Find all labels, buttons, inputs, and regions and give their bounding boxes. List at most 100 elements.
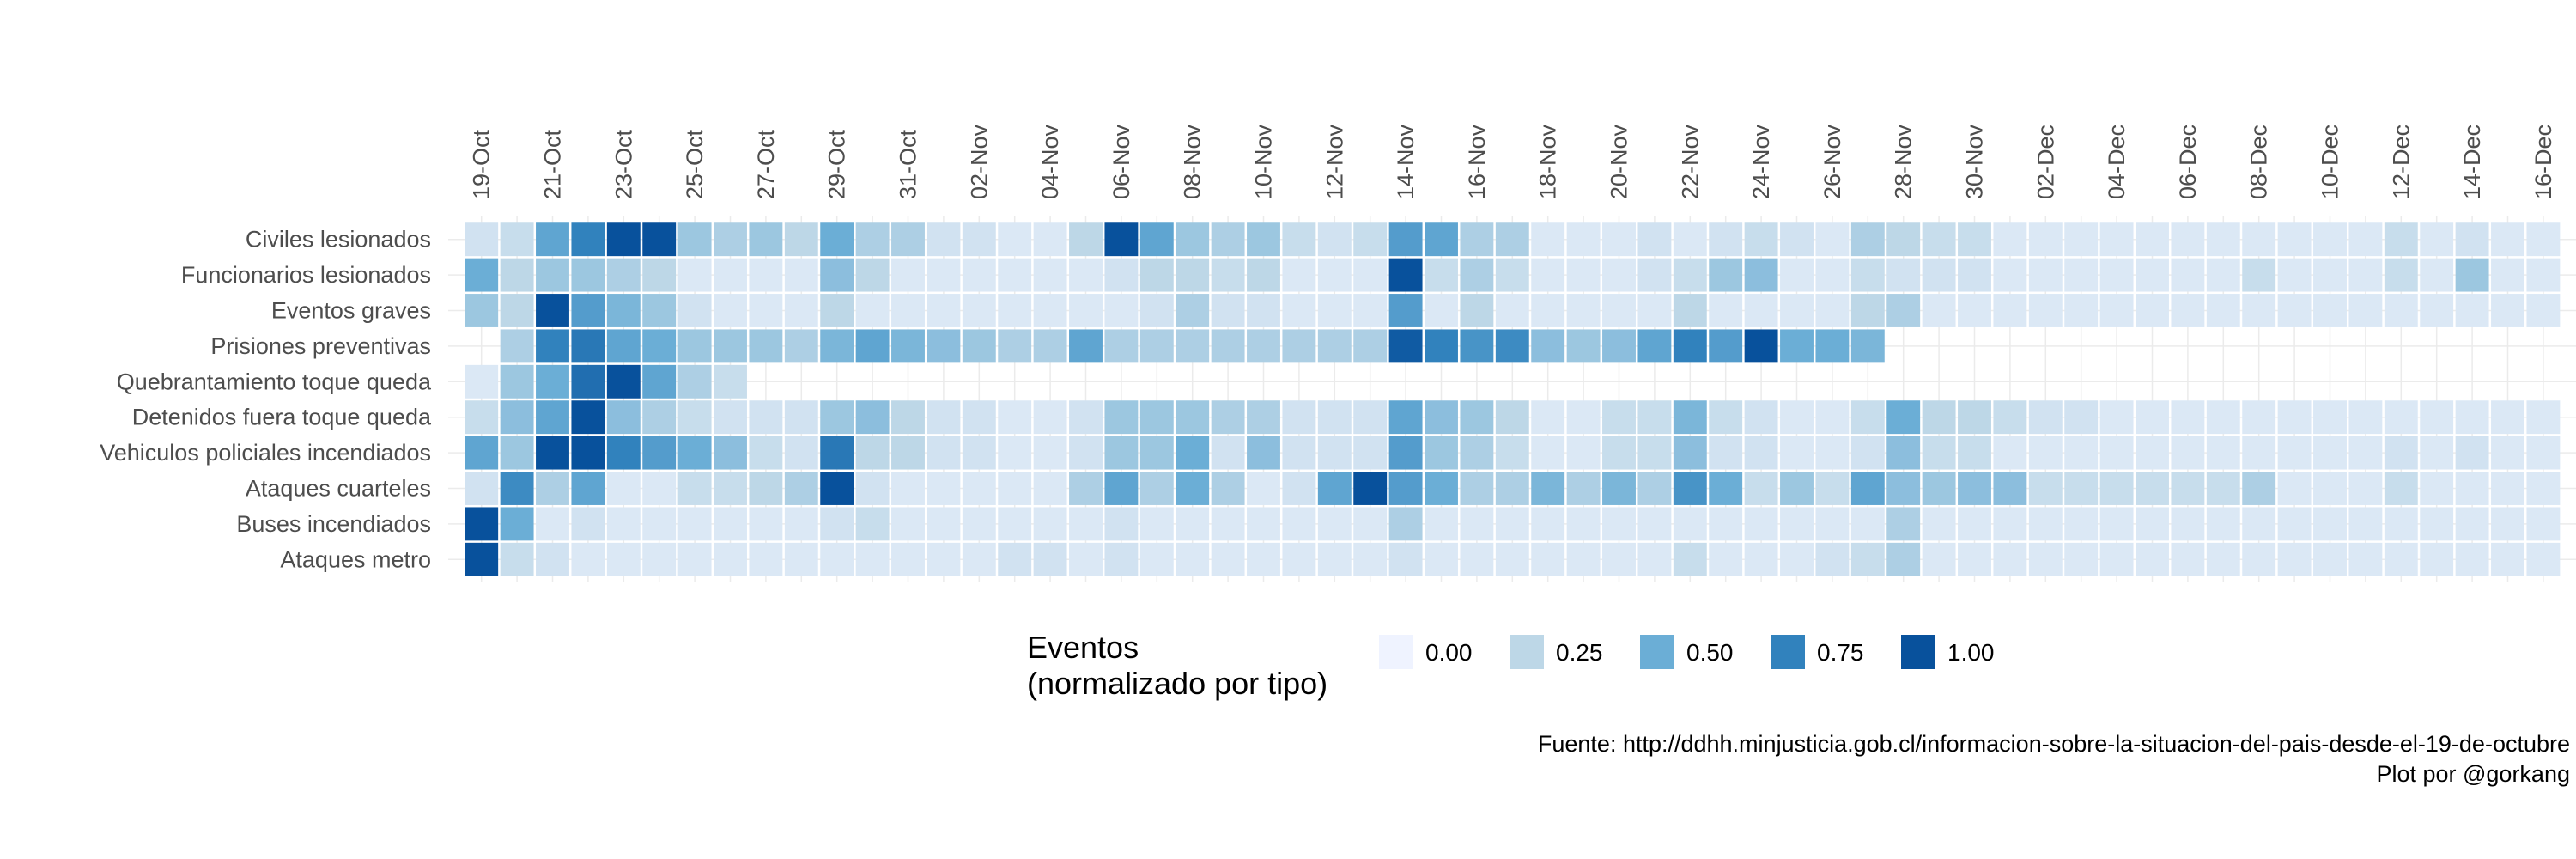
- heatmap-cell: [1353, 472, 1388, 505]
- heatmap-cell: [1744, 507, 1778, 541]
- heatmap-cell: [571, 329, 605, 363]
- heatmap-cell: [855, 436, 890, 470]
- heatmap-cell: [1425, 507, 1458, 541]
- heatmap-cell: [571, 294, 605, 327]
- heatmap-cell: [2348, 436, 2383, 470]
- heatmap-cell: [1744, 400, 1778, 435]
- heatmap-cell: [1850, 542, 1885, 576]
- heatmap-cell: [2206, 400, 2240, 435]
- heatmap-cell: [2277, 472, 2312, 505]
- heatmap-cell: [1637, 436, 1672, 470]
- heatmap-cell: [571, 436, 605, 470]
- heatmap-cell: [2384, 507, 2418, 541]
- heatmap-cell: [1850, 472, 1885, 505]
- heatmap-cell: [1425, 400, 1458, 435]
- heatmap-cell: [1709, 472, 1743, 505]
- legend-key-swatch: [1771, 635, 1805, 669]
- heatmap-cell: [2206, 222, 2240, 257]
- heatmap-cell: [2028, 507, 2063, 541]
- legend-key-label: 1.00: [1947, 639, 1995, 666]
- heatmap-cell: [714, 542, 747, 576]
- heatmap-cell: [1531, 542, 1565, 576]
- heatmap-cell: [1247, 294, 1280, 327]
- heatmap-cell: [1317, 294, 1352, 327]
- heatmap-cell: [962, 507, 996, 541]
- heatmap-cell: [927, 400, 961, 435]
- heatmap-cell: [2313, 436, 2347, 470]
- heatmap-cell: [1139, 507, 1174, 541]
- heatmap-cell: [2526, 542, 2561, 576]
- heatmap-cell: [1958, 436, 1991, 470]
- heatmap-cell: [855, 329, 890, 363]
- heatmap-cell: [1531, 294, 1565, 327]
- heatmap-cell: [2348, 258, 2383, 292]
- heatmap-cell: [1673, 222, 1707, 257]
- heatmap-cell: [998, 222, 1032, 257]
- heatmap-cell: [2491, 436, 2524, 470]
- heatmap-cell: [677, 436, 712, 470]
- heatmap-cell: [784, 507, 818, 541]
- heatmap-cell: [465, 400, 499, 435]
- x-tick-label: 27-Oct: [753, 129, 779, 199]
- heatmap-cell: [1744, 542, 1778, 576]
- heatmap-cell: [642, 472, 677, 505]
- heatmap-cell: [1602, 436, 1636, 470]
- heatmap-cell: [1673, 329, 1707, 363]
- heatmap-cell: [2348, 294, 2383, 327]
- heatmap-cell: [1069, 542, 1103, 576]
- heatmap-cell: [1317, 472, 1352, 505]
- heatmap-cell: [536, 222, 569, 257]
- heatmap-cell: [749, 222, 783, 257]
- heatmap-cell: [714, 364, 747, 399]
- heatmap-cell: [1709, 222, 1743, 257]
- heatmap-cell: [855, 294, 890, 327]
- heatmap-cell: [1247, 542, 1280, 576]
- x-tick-label: 02-Dec: [2032, 125, 2058, 199]
- legend-key-swatch: [1640, 635, 1674, 669]
- heatmap-cell: [606, 436, 641, 470]
- heatmap-cell: [784, 542, 818, 576]
- heatmap-cell: [2348, 507, 2383, 541]
- heatmap-cell: [1815, 400, 1850, 435]
- heatmap-cell: [500, 222, 534, 257]
- heatmap-cell: [1317, 542, 1352, 576]
- heatmap-cell: [962, 329, 996, 363]
- heatmap-cell: [1709, 436, 1743, 470]
- heatmap-cell: [1531, 329, 1565, 363]
- heatmap-cell: [2277, 222, 2312, 257]
- x-tick-label: 29-Oct: [824, 129, 850, 199]
- heatmap-cell: [500, 329, 534, 363]
- heatmap-cell: [2171, 258, 2205, 292]
- heatmap-cell: [1425, 329, 1458, 363]
- heatmap-cell: [820, 222, 854, 257]
- heatmap-cell: [855, 258, 890, 292]
- heatmap-cell: [998, 400, 1032, 435]
- heatmap-cell: [1637, 258, 1672, 292]
- heatmap-cell: [500, 294, 534, 327]
- heatmap-cell: [1958, 542, 1991, 576]
- heatmap-cell: [1922, 258, 1956, 292]
- heatmap-cell: [2028, 294, 2063, 327]
- heatmap-cell: [606, 472, 641, 505]
- heatmap-cell: [2491, 542, 2524, 576]
- heatmap-cell: [1069, 472, 1103, 505]
- heatmap-cell: [1602, 258, 1636, 292]
- heatmap-cell: [2064, 472, 2099, 505]
- heatmap-cell: [714, 400, 747, 435]
- heatmap-cell: [927, 222, 961, 257]
- heatmap-cell: [998, 258, 1032, 292]
- heatmap-cell: [465, 222, 499, 257]
- x-tick-label: 21-Oct: [540, 129, 566, 199]
- x-tick-label: 06-Dec: [2175, 125, 2201, 199]
- heatmap-cell: [2242, 258, 2276, 292]
- heatmap-cell: [1176, 329, 1210, 363]
- heatmap-cell: [1744, 472, 1778, 505]
- heatmap-cell: [891, 507, 925, 541]
- heatmap-cell: [571, 258, 605, 292]
- heatmap-cell: [1850, 258, 1885, 292]
- heatmap-cell: [2064, 222, 2099, 257]
- heatmap-cell: [1069, 294, 1103, 327]
- heatmap-cell: [642, 222, 677, 257]
- x-tick-label: 25-Oct: [682, 129, 708, 199]
- heatmap-cell: [1815, 472, 1850, 505]
